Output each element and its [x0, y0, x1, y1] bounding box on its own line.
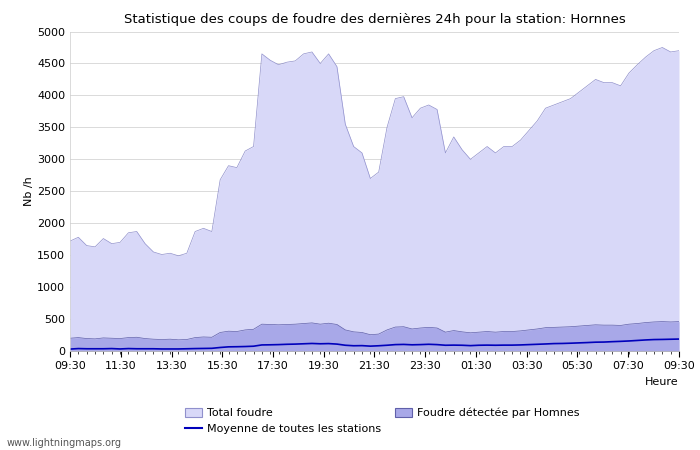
- Moyenne de toutes les stations: [408, 342, 416, 347]
- Moyenne de toutes les stations: [617, 339, 625, 344]
- Moyenne de toutes les stations: [66, 346, 74, 352]
- Moyenne de toutes les stations: [675, 336, 683, 342]
- Legend: Total foudre, Moyenne de toutes les stations, Foudre détectée par Homnes: Total foudre, Moyenne de toutes les stat…: [186, 408, 580, 434]
- Moyenne de toutes les stations: [266, 342, 274, 347]
- Moyenne de toutes les stations: [400, 342, 408, 347]
- Title: Statistique des coups de foudre des dernières 24h pour la station: Hornnes: Statistique des coups de foudre des dern…: [124, 13, 625, 26]
- Moyenne de toutes les stations: [191, 346, 200, 351]
- Text: www.lightningmaps.org: www.lightningmaps.org: [7, 438, 122, 448]
- Line: Moyenne de toutes les stations: Moyenne de toutes les stations: [70, 339, 679, 349]
- Moyenne de toutes les stations: [199, 346, 208, 351]
- Text: Heure: Heure: [645, 377, 679, 387]
- Y-axis label: Nb /h: Nb /h: [25, 176, 34, 206]
